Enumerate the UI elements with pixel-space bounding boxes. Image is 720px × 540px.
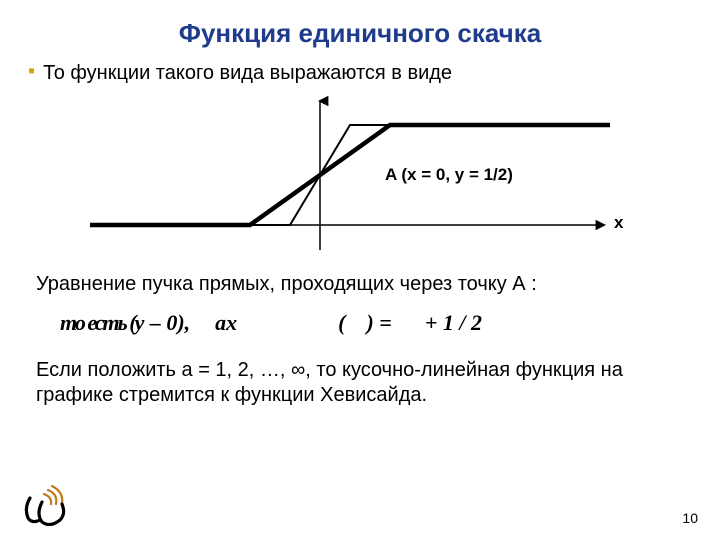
step-function-chart: A (x = 0, y = 1/2) x — [90, 95, 610, 255]
formula-close: ) = — [366, 310, 391, 335]
pencil-of-lines-text: Уравнение пучка прямых, проходящих через… — [36, 272, 676, 297]
bullet-text: То функции такого вида выражаются в виде — [43, 62, 452, 84]
slide-title: Функция единичного скачка — [0, 18, 720, 49]
formula-segA2: y – 0), — [135, 310, 191, 335]
heaviside-text: Если положить a = 1, 2, …, ∞, то кусочно… — [36, 358, 676, 408]
formula-open: ( — [338, 310, 345, 335]
point-a-annotation: A (x = 0, y = 1/2) — [385, 165, 513, 185]
logo-svg — [18, 480, 76, 526]
title-text: Функция единичного скачка — [179, 18, 542, 48]
chart-svg — [90, 95, 610, 255]
formula-ax: ax — [215, 310, 237, 335]
bullet-line: ▪ То функции такого вида выражаются в вид… — [28, 62, 452, 85]
x-axis-label: x — [614, 213, 623, 233]
bullet-marker: ▪ — [28, 60, 35, 82]
formula-tail: + 1 / 2 — [425, 310, 482, 335]
formula: то есть (y – 0), ax ( ) = + 1 / 2 — [60, 310, 482, 336]
page-number: 10 — [682, 510, 698, 526]
logo — [18, 480, 76, 526]
formula-segA: то есть ( — [60, 310, 135, 335]
